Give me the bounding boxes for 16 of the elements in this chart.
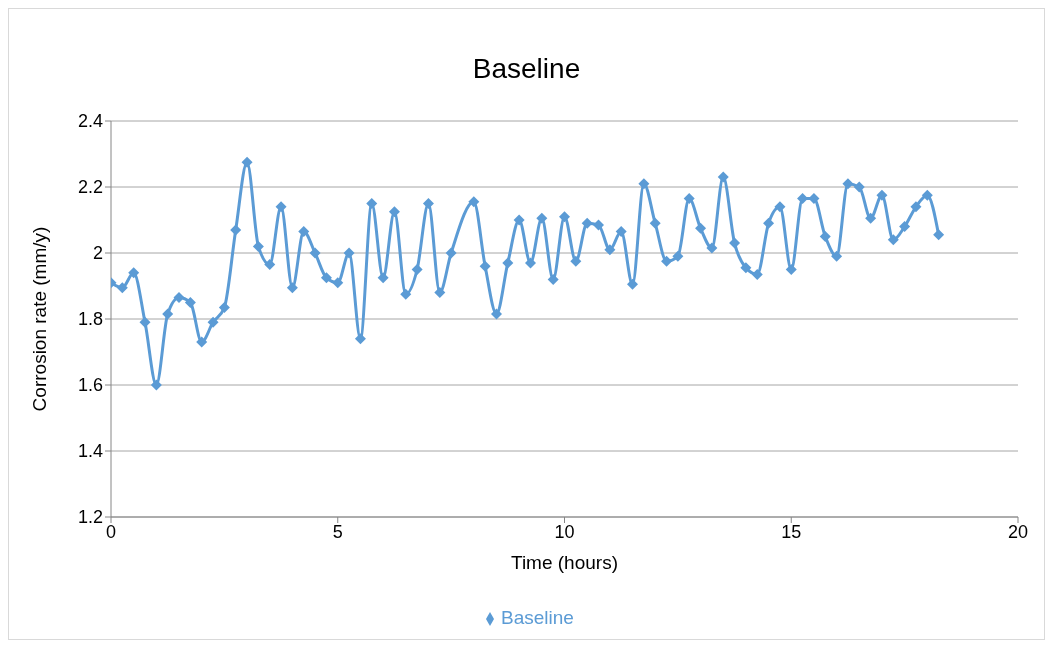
- x-tick-label: 20: [1007, 521, 1029, 542]
- x-tick-label: 15: [781, 521, 802, 542]
- x-axis-title: Time (hours): [511, 552, 618, 573]
- x-tick-label: 10: [554, 521, 575, 542]
- legend-label: Baseline: [501, 607, 574, 628]
- y-tick-label: 2.2: [77, 177, 103, 198]
- chart-title: Baseline: [471, 53, 582, 85]
- y-tick-label: 1.4: [77, 441, 103, 462]
- y-tick-label: 1.6: [77, 375, 103, 396]
- y-axis-title: Corrosion rate (mm/y): [28, 226, 50, 412]
- y-tick-label: 2.4: [77, 111, 103, 132]
- y-tick-label: 1.2: [77, 507, 103, 528]
- y-tick-label: 2: [92, 243, 103, 264]
- y-tick-label: 1.8: [77, 309, 103, 330]
- x-tick-label: 5: [332, 521, 343, 542]
- x-tick-label: 0: [105, 521, 117, 542]
